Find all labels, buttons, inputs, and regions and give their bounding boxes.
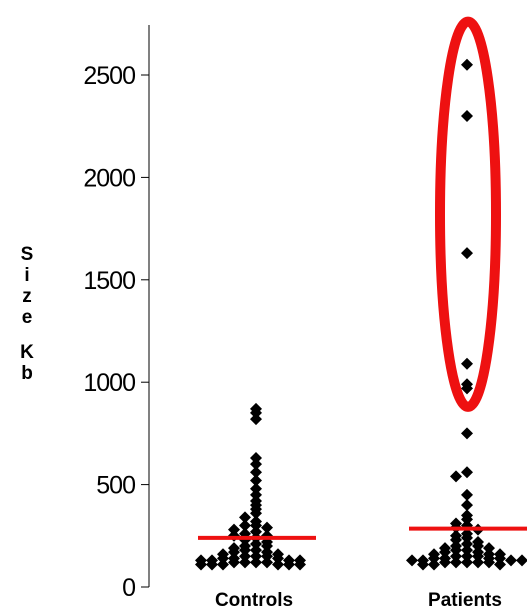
y-tick-label: 1000 <box>83 369 135 397</box>
data-point <box>261 550 273 563</box>
data-point <box>239 511 251 524</box>
data-point <box>461 58 473 71</box>
data-point <box>261 521 273 534</box>
data-point <box>250 544 262 557</box>
data-point <box>250 488 262 501</box>
median-lines <box>198 526 527 540</box>
data-point <box>494 552 506 565</box>
data-point <box>261 540 273 553</box>
data-point <box>439 556 451 569</box>
data-point <box>450 556 462 569</box>
data-point <box>250 474 262 487</box>
data-point <box>472 550 484 563</box>
data-point <box>294 558 306 571</box>
data-point <box>261 556 273 569</box>
data-point <box>483 556 495 569</box>
data-point <box>461 537 473 550</box>
data-point <box>250 451 262 464</box>
data-point <box>450 550 462 563</box>
data-point <box>250 458 262 471</box>
data-point <box>206 558 218 571</box>
y-tick-label: 2000 <box>83 164 135 192</box>
annotations <box>435 16 501 412</box>
data-point <box>239 519 251 532</box>
data-point <box>461 513 473 526</box>
data-point <box>228 529 240 542</box>
data-point <box>250 413 262 426</box>
data-point <box>461 382 473 395</box>
data-point <box>461 556 473 569</box>
data-point <box>250 556 262 569</box>
data-points <box>195 58 527 571</box>
data-point <box>472 540 484 553</box>
data-point <box>250 525 262 538</box>
data-point <box>450 470 462 483</box>
data-point <box>428 558 440 571</box>
y-tick-label: 0 <box>122 574 135 602</box>
x-category-label: Controls <box>215 590 293 611</box>
data-point <box>250 466 262 479</box>
data-point <box>250 406 262 419</box>
data-point <box>250 482 262 495</box>
highlight-ellipse <box>435 16 501 412</box>
data-point <box>483 542 495 555</box>
data-point <box>250 507 262 520</box>
data-point <box>461 357 473 370</box>
data-point <box>217 552 229 565</box>
data-point <box>461 488 473 501</box>
x-category-label: Patients <box>428 590 502 611</box>
data-point <box>516 554 527 567</box>
data-point <box>450 533 462 546</box>
data-point <box>406 554 418 567</box>
y-tick-label: 2500 <box>83 62 135 90</box>
data-point <box>494 558 506 571</box>
data-point <box>461 550 473 563</box>
data-point <box>228 523 240 536</box>
data-point <box>250 519 262 532</box>
y-ticks: 0 500 1000 1500 2000 2500 <box>83 62 149 602</box>
data-point <box>472 556 484 569</box>
data-point <box>461 427 473 440</box>
data-point <box>250 537 262 550</box>
data-point <box>217 558 229 571</box>
data-point <box>461 247 473 260</box>
y-tick-label: 1500 <box>83 267 135 295</box>
data-point <box>461 109 473 122</box>
data-point <box>228 546 240 559</box>
data-point <box>417 558 429 571</box>
data-point <box>428 552 440 565</box>
data-point <box>195 558 207 571</box>
data-point <box>239 550 251 563</box>
data-point <box>461 531 473 544</box>
data-point <box>439 546 451 559</box>
data-point <box>461 544 473 557</box>
data-point <box>272 552 284 565</box>
data-point <box>228 556 240 569</box>
data-point <box>239 556 251 569</box>
x-category-labels: Controls Patients <box>215 590 502 611</box>
data-point <box>461 466 473 479</box>
data-point <box>272 558 284 571</box>
data-point <box>450 544 462 557</box>
data-point <box>461 499 473 512</box>
data-point <box>505 554 517 567</box>
y-tick-label: 500 <box>96 472 135 500</box>
data-point <box>283 558 295 571</box>
data-point <box>239 544 251 557</box>
data-point <box>250 550 262 563</box>
